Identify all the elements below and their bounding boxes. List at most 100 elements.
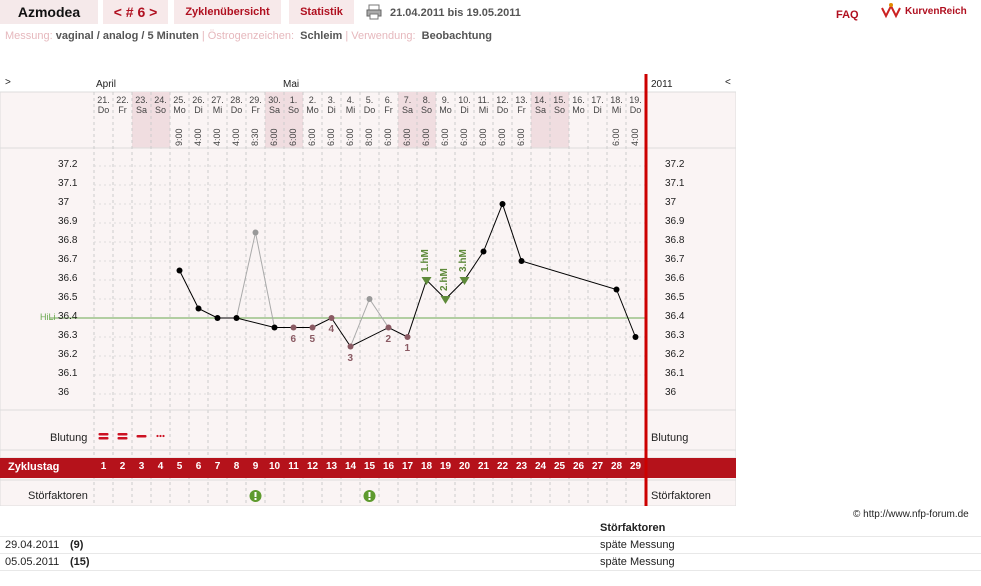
y-tick-right: 37.1 (665, 178, 685, 189)
y-tick-right: 36.6 (665, 273, 685, 284)
low-measurement-label: 3 (347, 352, 354, 364)
row-day: (15) (65, 553, 595, 571)
label-oestrogen: Östrogenzeichen: (207, 30, 294, 42)
day-date: 11. (477, 95, 490, 105)
bleeding-mark (117, 433, 128, 436)
day-weekday: Fr (384, 105, 393, 115)
temperature-point (632, 334, 639, 340)
faq-link[interactable]: FAQ (836, 9, 859, 21)
bleeding-mark (162, 434, 165, 438)
zyklustag-number: 17 (401, 461, 414, 472)
day-date: 23. (135, 95, 148, 105)
day-date: 14. (534, 95, 547, 105)
cycle-nav[interactable]: < # 6 > (103, 0, 168, 24)
day-weekday: Do (496, 105, 509, 115)
month-label-mai: Mai (283, 79, 300, 90)
measure-time: 6:00 (269, 128, 279, 146)
day-date: 7. (403, 95, 412, 105)
zyklustag-number: 3 (138, 461, 145, 472)
y-tick-left: 36.2 (58, 349, 78, 360)
day-date: 10. (458, 95, 471, 105)
day-date: 29. (249, 95, 262, 105)
zyklustag-number: 8 (233, 461, 240, 472)
measure-time: 6:00 (307, 128, 317, 146)
low-measurement-label: 2 (385, 333, 392, 345)
weekend-column (417, 92, 436, 148)
zyklustag-number: 7 (214, 461, 221, 472)
y-tick-left: 36.8 (58, 235, 78, 246)
day-weekday: Di (327, 105, 336, 115)
temperature-point (404, 334, 411, 340)
low-measurement-label: 6 (290, 333, 297, 345)
zyklustag-bar (0, 458, 736, 478)
zyklustag-number: 18 (420, 461, 433, 472)
temperature-chart: > April Mai 2011 <21. Do 22. Fr 23. Sa 24. So 25. Mo 9… (0, 74, 736, 506)
day-weekday: So (420, 105, 432, 115)
high-measurement-label: 2.hM (438, 268, 450, 291)
temperature-point (499, 201, 506, 207)
measure-time: 4:00 (212, 128, 222, 146)
year-label: 2011 (651, 79, 673, 90)
day-weekday: Mi (345, 105, 356, 115)
row-text: späte Messung (595, 553, 981, 571)
day-weekday: Mo (439, 105, 452, 115)
temperature-point (480, 248, 487, 255)
y-tick-right: 36.3 (665, 330, 685, 341)
day-weekday: Sa (135, 105, 147, 115)
day-weekday: So (287, 105, 299, 115)
day-weekday: Do (629, 105, 642, 115)
zyklustag-number: 27 (591, 461, 604, 472)
print-icon[interactable] (366, 4, 382, 20)
temperature-point (518, 258, 525, 264)
day-date: 21. (97, 95, 110, 105)
day-date: 3. (327, 95, 336, 105)
day-weekday: So (553, 105, 565, 115)
day-weekday: Do (363, 105, 376, 115)
y-tick-left: 37.1 (58, 178, 78, 189)
low-measurement-label: 4 (328, 324, 335, 335)
zyklustag-number: 20 (458, 461, 471, 472)
y-tick-left: 36.3 (58, 330, 78, 341)
chart-nav-right: < (725, 77, 731, 88)
separator: | (201, 30, 205, 42)
label-verwendung: Verwendung: (351, 30, 416, 42)
high-measurement-marker (440, 296, 451, 304)
y-tick-left: 36 (58, 387, 70, 398)
day-weekday: Mi (212, 105, 223, 115)
y-tick-right: 36.9 (665, 216, 685, 227)
stoerfaktoren-table: Störfaktoren 29.04.2011 (9) späte Messun… (0, 520, 981, 571)
weekend-column (550, 92, 569, 148)
high-measurement-marker (459, 277, 470, 285)
day-weekday: Sa (268, 105, 280, 115)
day-weekday: Mo (173, 105, 186, 115)
day-weekday: Di (460, 105, 469, 115)
app-title: Azmodea (0, 0, 98, 24)
measure-time: 4:00 (630, 128, 640, 146)
day-weekday: Sa (401, 105, 413, 115)
tab-statistik[interactable]: Statistik (289, 0, 354, 24)
zyklustag-number: 24 (534, 461, 547, 472)
value-verwendung: Beobachtung (421, 30, 492, 42)
y-tick-right: 36.2 (665, 349, 685, 360)
zyklustag-label: Zyklustag (8, 461, 60, 473)
day-weekday: Di (593, 105, 602, 115)
zyklustag-number: 12 (306, 461, 319, 472)
high-measurement-marker (421, 277, 432, 285)
zyklustag-number: 29 (629, 461, 642, 472)
row-text: späte Messung (595, 536, 981, 554)
tab-zyklenuebersicht[interactable]: Zyklenübersicht (174, 0, 281, 24)
zyklustag-number: 2 (119, 461, 126, 472)
measure-time: 6:00 (326, 128, 336, 146)
day-date: 30. (268, 95, 281, 105)
kurvenreich-logo[interactable]: KurvenReich (880, 2, 967, 20)
stoerfaktor-icon-dot (254, 498, 257, 500)
measure-time: 6:00 (421, 128, 431, 146)
day-date: 5. (365, 95, 374, 105)
day-date: 24. (154, 95, 167, 105)
zyklustag-number: 1 (100, 461, 107, 472)
stoerfaktoren-header: Störfaktoren (595, 520, 981, 537)
copyright: © http://www.nfp-forum.de (853, 509, 969, 520)
day-weekday: Mo (572, 105, 585, 115)
measure-time: 6:00 (611, 128, 621, 146)
measure-time: 6:00 (440, 128, 450, 146)
